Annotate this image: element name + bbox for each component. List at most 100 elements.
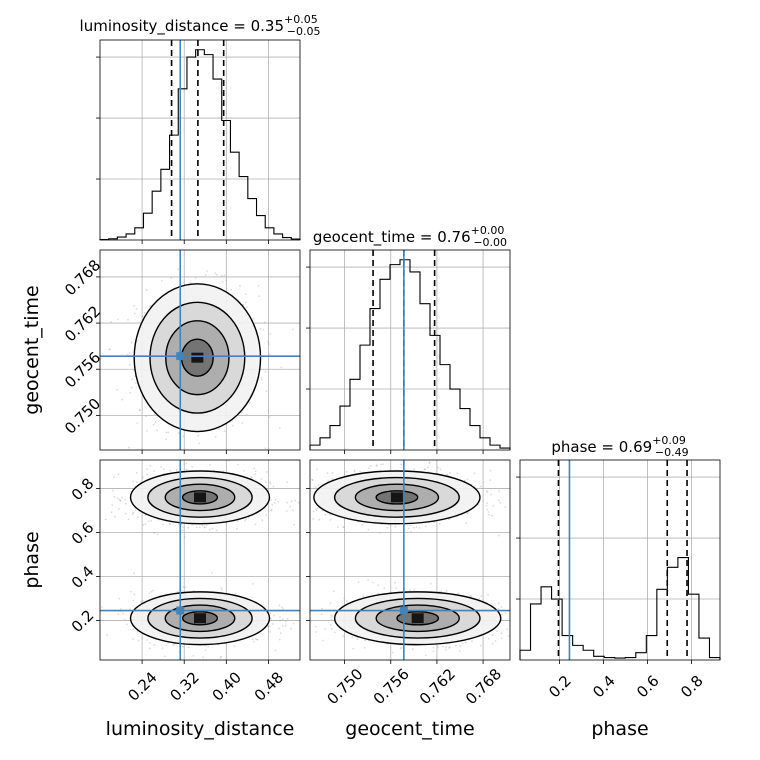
sample-point (269, 612, 272, 614)
sample-point (119, 499, 122, 502)
sample-point (273, 614, 275, 617)
sample-point (204, 274, 207, 276)
sample-point (279, 616, 281, 619)
sample-point (362, 595, 365, 597)
sample-point (187, 646, 190, 649)
x-tick-label-phase: 0.8 (677, 672, 707, 702)
sample-point (252, 640, 255, 643)
sample-point (394, 582, 397, 584)
density-peak (194, 613, 206, 624)
sample-point (259, 327, 262, 330)
sample-point (176, 590, 179, 593)
histogram-phase (519, 557, 721, 660)
sample-point (142, 315, 144, 317)
sample-point (311, 478, 313, 481)
sample-point (491, 642, 494, 645)
x-tick-label-geocent-time: 0.756 (370, 665, 413, 708)
sample-point (135, 307, 138, 310)
y-tick-label-phase: 0.2 (68, 606, 98, 636)
sample-point (352, 647, 355, 650)
sample-point (126, 623, 128, 626)
sample-point (153, 532, 156, 534)
sample-point (428, 461, 431, 464)
sample-point (165, 438, 168, 441)
sample-point (119, 500, 122, 502)
sample-point (142, 524, 145, 526)
sample-point (198, 442, 201, 445)
sample-point (152, 589, 155, 592)
sample-point (131, 513, 134, 515)
sample-point (131, 378, 134, 380)
sample-point (492, 505, 495, 507)
panel-frame (99, 39, 301, 241)
sample-point (264, 370, 267, 373)
sample-point (317, 484, 320, 487)
sample-point (148, 592, 151, 595)
sample-point (336, 526, 339, 529)
sample-point (409, 524, 411, 527)
sample-point (246, 413, 248, 416)
sample-point (285, 510, 288, 512)
sample-point (329, 602, 332, 604)
x-tick-label-luminosity-distance: 0.40 (209, 668, 245, 704)
sample-point (140, 601, 143, 603)
sample-point (246, 306, 248, 308)
sample-point (167, 431, 170, 434)
truth-marker (176, 606, 185, 615)
sample-point (320, 613, 323, 616)
sample-point (459, 645, 462, 647)
sample-point (175, 468, 178, 471)
sample-point (269, 481, 271, 484)
sample-point (424, 654, 427, 657)
sample-point (168, 522, 171, 525)
sample-point (153, 413, 156, 416)
sample-point (164, 655, 166, 658)
sample-point (376, 465, 378, 467)
sample-point (194, 276, 197, 279)
histogram-geocent-time (309, 259, 511, 450)
sample-point (230, 289, 233, 291)
sample-point (261, 378, 263, 381)
sample-point (293, 523, 296, 526)
sample-point (214, 435, 217, 438)
sample-point (286, 481, 289, 483)
sample-point (260, 376, 263, 379)
sample-point (148, 647, 151, 650)
sample-point (260, 478, 263, 480)
sample-point (170, 277, 173, 279)
sample-point (160, 466, 163, 468)
sample-point (286, 617, 289, 620)
sample-point (118, 508, 120, 510)
sample-point (480, 485, 482, 488)
xlabel-geocent-time: geocent_time (345, 718, 474, 740)
sample-point (457, 592, 460, 595)
panel-hist-geocent-time: geocent_time = 0.76+0.00 −0.00 (306, 224, 511, 451)
sample-point (244, 293, 247, 295)
sample-point (172, 644, 174, 647)
sample-point (207, 645, 210, 648)
sample-point (221, 281, 224, 283)
sample-point (314, 486, 317, 488)
sample-point (264, 447, 267, 450)
sample-point (424, 525, 427, 528)
panel-frame (519, 459, 721, 661)
sample-point (464, 641, 467, 644)
sample-point (118, 498, 121, 501)
sample-point (150, 519, 153, 522)
sample-point (251, 582, 254, 585)
sample-point (165, 644, 168, 647)
sample-point (269, 631, 272, 633)
sample-point (455, 644, 457, 647)
sample-point (277, 500, 279, 503)
sample-point (204, 649, 207, 652)
sample-point (152, 423, 155, 426)
sample-point (214, 272, 217, 275)
sample-point (501, 613, 503, 616)
sample-point (258, 295, 261, 297)
sample-point (219, 656, 222, 659)
sample-point (281, 606, 283, 609)
panel-frame (309, 249, 511, 451)
sample-point (117, 318, 119, 321)
sample-point (332, 590, 335, 593)
